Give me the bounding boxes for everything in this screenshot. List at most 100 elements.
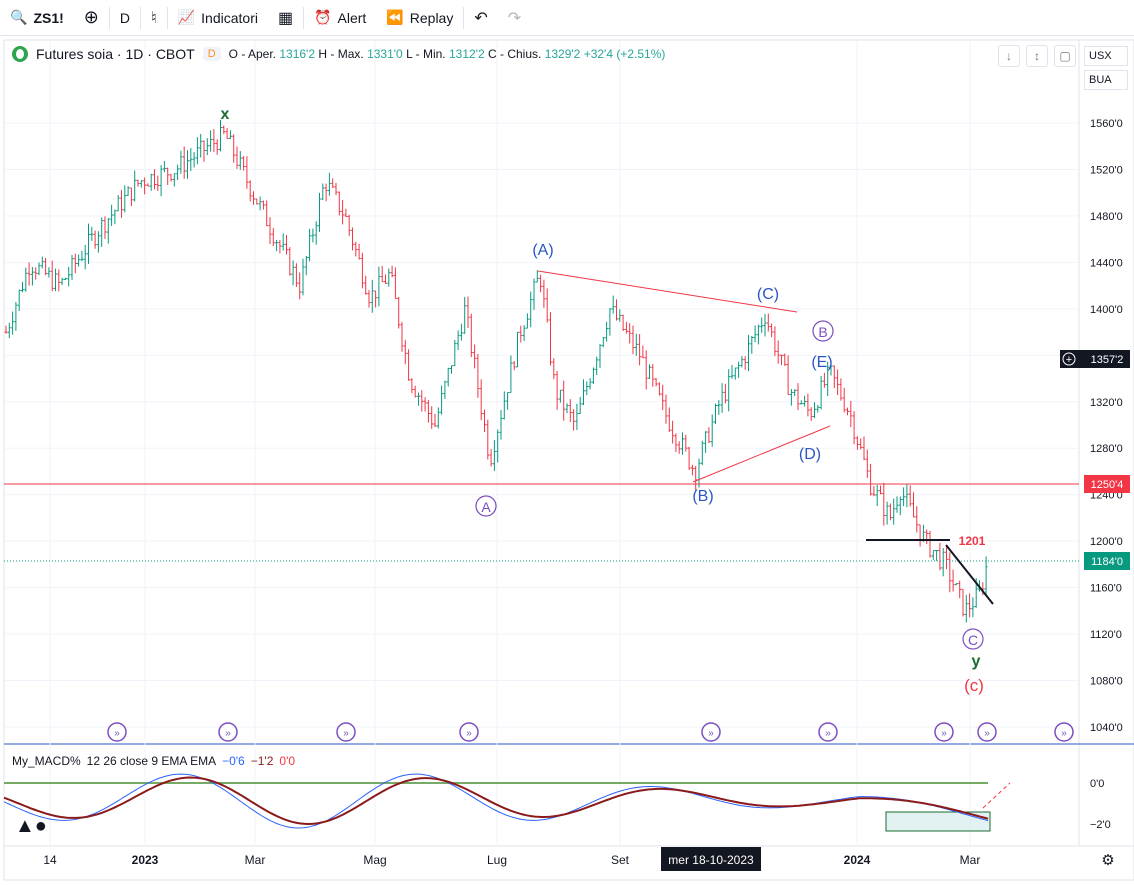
macd-tick-0: 0'0 xyxy=(1090,778,1104,790)
event-marker-icon[interactable]: » xyxy=(818,722,838,742)
price-bar xyxy=(677,441,681,454)
price-bar xyxy=(941,548,945,577)
symbol-title[interactable]: Futures soia · 1D · CBOT xyxy=(36,46,195,62)
price-bar xyxy=(93,230,97,249)
svg-text:»: » xyxy=(343,728,349,739)
price-bar xyxy=(558,389,562,403)
collapse-button[interactable]: ↕ xyxy=(1026,45,1048,67)
price-bar xyxy=(324,183,328,202)
interval-button[interactable]: D xyxy=(110,0,140,36)
unit-selector[interactable]: BUA xyxy=(1084,70,1128,90)
indicators-button[interactable]: 📈 Indicatori xyxy=(168,0,268,36)
price-bar xyxy=(836,369,840,396)
price-bar xyxy=(258,196,262,211)
price-bar xyxy=(450,365,453,374)
price-bar xyxy=(235,146,239,169)
event-marker-icon[interactable]: » xyxy=(934,722,954,742)
price-bar xyxy=(796,383,800,411)
maximize-button[interactable]: ▢ xyxy=(1054,45,1076,67)
price-bar xyxy=(47,267,51,278)
svg-text:»: » xyxy=(1061,728,1067,739)
price-bar xyxy=(737,361,741,379)
price-bar xyxy=(327,172,331,196)
price-bar xyxy=(446,367,450,387)
price-bar xyxy=(509,355,513,394)
alert-label: Alert xyxy=(337,9,367,26)
price-bar xyxy=(423,397,427,412)
price-bar xyxy=(489,449,493,467)
symbol-search[interactable]: 🔍 ZS1! xyxy=(0,0,74,36)
price-bar xyxy=(34,267,38,280)
price-bar xyxy=(153,169,156,190)
event-marker-icon[interactable]: » xyxy=(336,722,356,742)
compare-button[interactable]: ⊕ xyxy=(74,0,109,36)
price-tick: 1040'0 xyxy=(1090,722,1123,734)
price-bar xyxy=(347,214,351,236)
price-bar xyxy=(902,487,906,507)
price-bar xyxy=(100,217,104,247)
price-bar xyxy=(40,256,44,269)
price-bar xyxy=(390,265,394,278)
price-tick: 1280'0 xyxy=(1090,443,1123,455)
wave-label-B-paren: (B) xyxy=(692,488,713,505)
chart-type-button[interactable]: ♮ xyxy=(141,0,167,36)
price-bar xyxy=(684,434,688,452)
wave-label-E-paren: (E) xyxy=(811,354,832,371)
price-bar xyxy=(624,321,628,334)
event-marker-icon[interactable]: » xyxy=(701,722,721,742)
bars-icon: ♮ xyxy=(151,9,157,27)
price-bar xyxy=(535,270,539,283)
settings-gear-icon[interactable]: ⚙ xyxy=(1101,852,1115,869)
wave-label-C-circle: C xyxy=(968,632,978,648)
price-bar xyxy=(601,337,605,348)
high-label: H - Max. xyxy=(318,47,364,61)
event-marker-icon[interactable]: » xyxy=(977,722,997,742)
price-bar xyxy=(700,440,704,466)
price-bar xyxy=(285,235,288,255)
event-marker-icon[interactable]: » xyxy=(1054,722,1074,742)
templates-button[interactable]: ▦ xyxy=(268,0,303,36)
price-bar xyxy=(608,308,612,336)
price-bar xyxy=(67,266,71,287)
price-bar xyxy=(469,313,473,358)
price-bar xyxy=(809,407,813,421)
price-bar xyxy=(17,289,21,311)
price-bar xyxy=(578,396,582,414)
price-bar xyxy=(21,281,24,293)
replay-button[interactable]: ⏪ Replay xyxy=(376,0,463,36)
svg-text:»: » xyxy=(941,728,947,739)
price-bar xyxy=(591,367,595,384)
undo-button[interactable]: ↶ xyxy=(464,0,497,36)
price-bar xyxy=(786,355,790,396)
event-marker-icon[interactable]: » xyxy=(107,722,127,742)
event-marker-icon[interactable]: » xyxy=(218,722,238,742)
redo-button[interactable]: ↷ xyxy=(498,0,531,36)
svg-text:+: + xyxy=(1066,354,1072,366)
price-bar xyxy=(483,409,486,433)
currency-selector[interactable]: USX xyxy=(1084,46,1128,66)
market-status-badge[interactable]: D xyxy=(202,47,221,61)
price-bar xyxy=(882,482,886,526)
alert-button[interactable]: ⏰ Alert xyxy=(304,0,376,36)
move-down-button[interactable]: ↓ xyxy=(998,45,1020,67)
tradingview-logo[interactable]: ▲● xyxy=(15,815,47,837)
wave-label-c-small: (c) xyxy=(964,676,984,695)
grid-icon: ▦ xyxy=(277,9,294,27)
rewind-icon: ⏪ xyxy=(386,9,404,25)
price-bar xyxy=(222,125,226,135)
macd-name[interactable]: My_MACD% xyxy=(12,754,81,768)
price-bar xyxy=(572,409,576,431)
price-bar xyxy=(740,356,744,368)
price-bar xyxy=(875,484,879,507)
price-bar xyxy=(542,279,546,308)
price-bar xyxy=(895,496,899,513)
price-bar xyxy=(855,436,859,450)
price-bar xyxy=(839,378,843,401)
price-bar xyxy=(278,239,282,254)
crosshair-plus-icon[interactable] xyxy=(1062,352,1076,366)
price-bar xyxy=(199,133,203,158)
price-bar xyxy=(803,395,807,407)
event-marker-icon[interactable]: » xyxy=(459,722,479,742)
unit-label: BUA xyxy=(1089,74,1112,86)
